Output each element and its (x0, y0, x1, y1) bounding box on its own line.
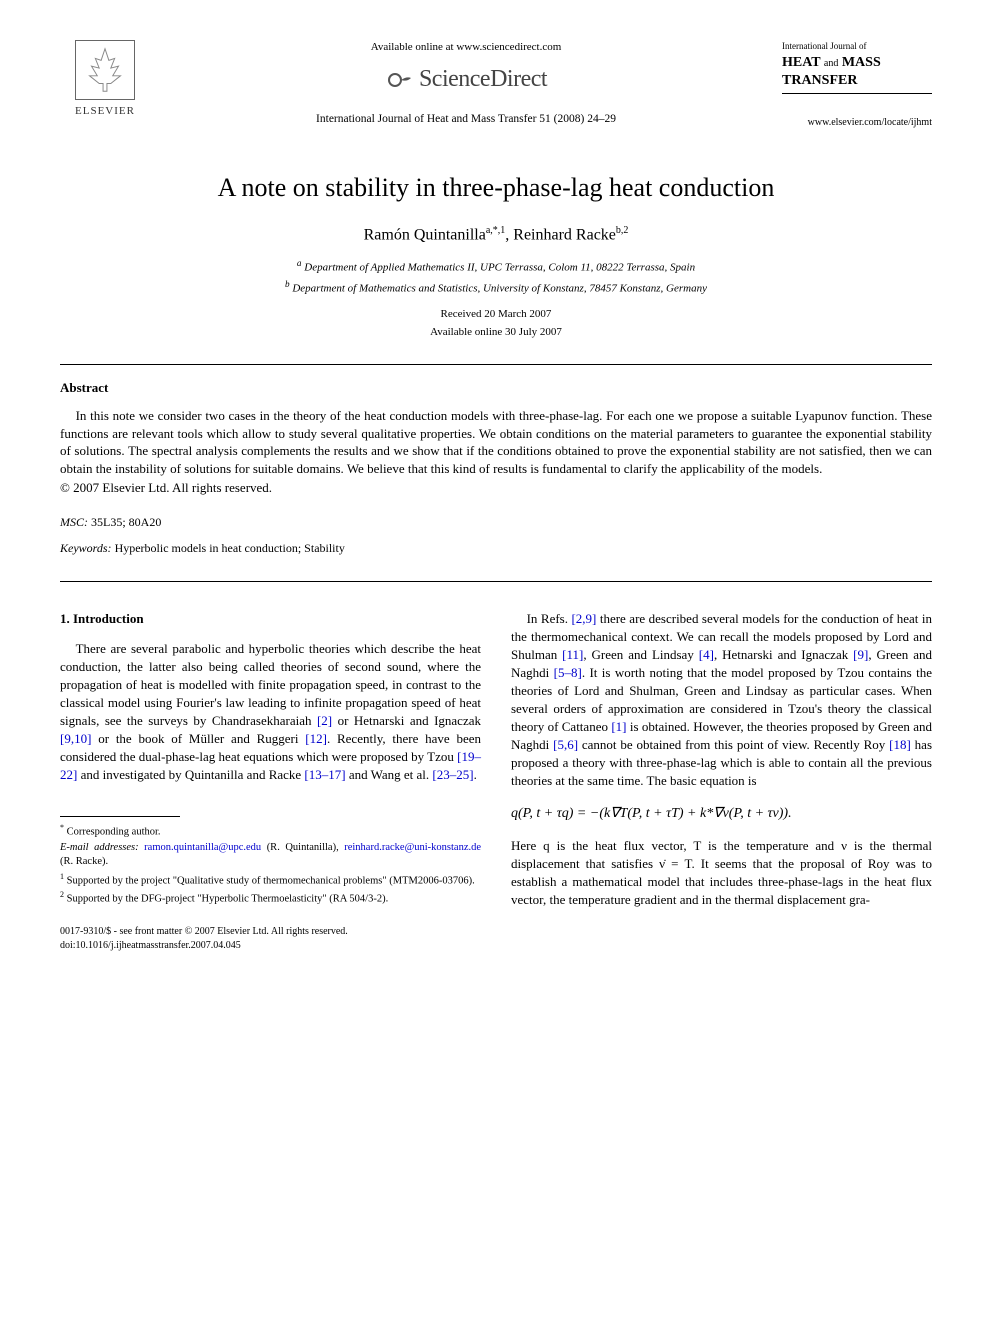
affiliation-b-text: Department of Mathematics and Statistics… (292, 283, 707, 295)
msc-values: 35L35; 80A20 (91, 515, 161, 529)
fn1-text: Supported by the project "Qualitative st… (67, 875, 475, 886)
affiliation-b: b Department of Mathematics and Statisti… (60, 278, 932, 297)
footnote-2: 2 Supported by the DFG-project "Hyperbol… (60, 890, 481, 907)
fn2-text: Supported by the DFG-project "Hyperbolic… (67, 894, 389, 905)
ref-4[interactable]: [4] (699, 647, 714, 662)
ref-2[interactable]: [2] (317, 713, 332, 728)
journal-mass: MASS (842, 55, 881, 70)
sciencedirect-row: ScienceDirect (170, 63, 762, 97)
ref-5-8[interactable]: [5–8] (554, 665, 582, 680)
journal-and: and (824, 58, 838, 69)
email-1-who: (R. Quintanilla), (267, 842, 339, 853)
author-2-name: Reinhard Racke (513, 227, 616, 244)
journal-url: www.elsevier.com/locate/ijhmt (782, 116, 932, 130)
intro-para-2: In Refs. [2,9] there are described sever… (511, 610, 932, 789)
elsevier-label: ELSEVIER (60, 104, 150, 119)
msc-label: MSC: (60, 515, 88, 529)
author-1-sup: a,*,1 (486, 225, 505, 236)
ref-23-25[interactable]: [23–25] (432, 767, 473, 782)
sciencedirect-icon (385, 66, 413, 94)
ref-13-17[interactable]: [13–17] (304, 767, 345, 782)
section-1-heading: 1. Introduction (60, 610, 481, 628)
footnote-1: 1 Supported by the project "Qualitative … (60, 872, 481, 889)
ref-12[interactable]: [12] (305, 731, 327, 746)
journal-title-line1: HEAT and MASS (782, 55, 932, 72)
keywords-line: Keywords: Hyperbolic models in heat cond… (60, 540, 932, 557)
p2a: In Refs. (527, 611, 572, 626)
affiliation-a: a Department of Applied Mathematics II, … (60, 257, 932, 276)
doi-line: doi:10.1016/j.ijheatmasstransfer.2007.04… (60, 939, 481, 953)
authors-line: Ramón Quintanillaa,*,1, Reinhard Rackeb,… (60, 224, 932, 247)
footnote-separator (60, 816, 180, 817)
p2c: , Green and Lindsay (583, 647, 698, 662)
sciencedirect-text: ScienceDirect (419, 63, 547, 97)
page-header: ELSEVIER Available online at www.science… (60, 40, 932, 130)
front-matter-line: 0017-9310/$ - see front matter © 2007 El… (60, 925, 481, 939)
msc-line: MSC: 35L35; 80A20 (60, 514, 932, 531)
citation-line: International Journal of Heat and Mass T… (170, 111, 762, 127)
affiliation-a-text: Department of Applied Mathematics II, UP… (304, 262, 695, 274)
journal-block: International Journal of HEAT and MASS T… (782, 40, 932, 130)
keywords-label: Keywords: (60, 541, 112, 555)
author-2-sup: b,2 (616, 225, 629, 236)
email-1[interactable]: ramon.quintanilla@upc.edu (144, 842, 261, 853)
rule-after-keywords (60, 581, 932, 582)
elsevier-tree-icon (75, 40, 135, 100)
body-columns: 1. Introduction There are several parabo… (60, 610, 932, 952)
email-footnote: E-mail addresses: ramon.quintanilla@upc.… (60, 841, 481, 869)
article-title: A note on stability in three-phase-lag h… (60, 170, 932, 206)
intro-para-3: Here q is the heat flux vector, T is the… (511, 837, 932, 909)
journal-supertitle: International Journal of (782, 40, 932, 53)
ref-5-6[interactable]: [5,6] (553, 737, 578, 752)
p2h: cannot be obtained from this point of vi… (578, 737, 889, 752)
p1f: and Wang et al. (346, 767, 433, 782)
corr-text: Corresponding author. (67, 826, 161, 837)
email-label: E-mail addresses: (60, 842, 139, 853)
abstract-body: In this note we consider two cases in th… (60, 407, 932, 477)
email-2-who: (R. Racke). (60, 856, 108, 867)
available-online-line: Available online at www.sciencedirect.co… (170, 40, 762, 55)
right-column: In Refs. [2,9] there are described sever… (511, 610, 932, 952)
header-center: Available online at www.sciencedirect.co… (150, 40, 782, 127)
ref-1[interactable]: [1] (611, 719, 626, 734)
ref-11[interactable]: [11] (562, 647, 583, 662)
keywords-values: Hyperbolic models in heat conduction; St… (115, 541, 345, 555)
abstract-copyright: © 2007 Elsevier Ltd. All rights reserved… (60, 479, 932, 497)
journal-heat: HEAT (782, 55, 820, 70)
p1g: . (474, 767, 477, 782)
left-column: 1. Introduction There are several parabo… (60, 610, 481, 952)
author-1-name: Ramón Quintanilla (364, 227, 486, 244)
publisher-logo-block: ELSEVIER (60, 40, 150, 119)
p1b: or Hetnarski and Ignaczak (332, 713, 481, 728)
journal-transfer: TRANSFER (782, 71, 932, 91)
ref-18[interactable]: [18] (889, 737, 911, 752)
ref-9-10[interactable]: [9,10] (60, 731, 91, 746)
ref-2-9[interactable]: [2,9] (571, 611, 596, 626)
journal-rule (782, 93, 932, 94)
rule-before-abstract (60, 364, 932, 365)
abstract-heading: Abstract (60, 379, 932, 397)
email-2[interactable]: reinhard.racke@uni-konstanz.de (344, 842, 481, 853)
online-date: Available online 30 July 2007 (60, 325, 932, 340)
received-date: Received 20 March 2007 (60, 307, 932, 322)
ref-9b[interactable]: [9] (853, 647, 868, 662)
corresponding-author: * Corresponding author. (60, 823, 481, 840)
p2d: , Hetnarski and Ignaczak (714, 647, 853, 662)
p1c: or the book of Müller and Ruggeri (91, 731, 305, 746)
intro-para-1: There are several parabolic and hyperbol… (60, 640, 481, 784)
p1e: and investigated by Quintanilla and Rack… (77, 767, 304, 782)
basic-equation: q(P, t + τq) = −(k∇T(P, t + τT) + k*∇ν(P… (511, 804, 932, 823)
